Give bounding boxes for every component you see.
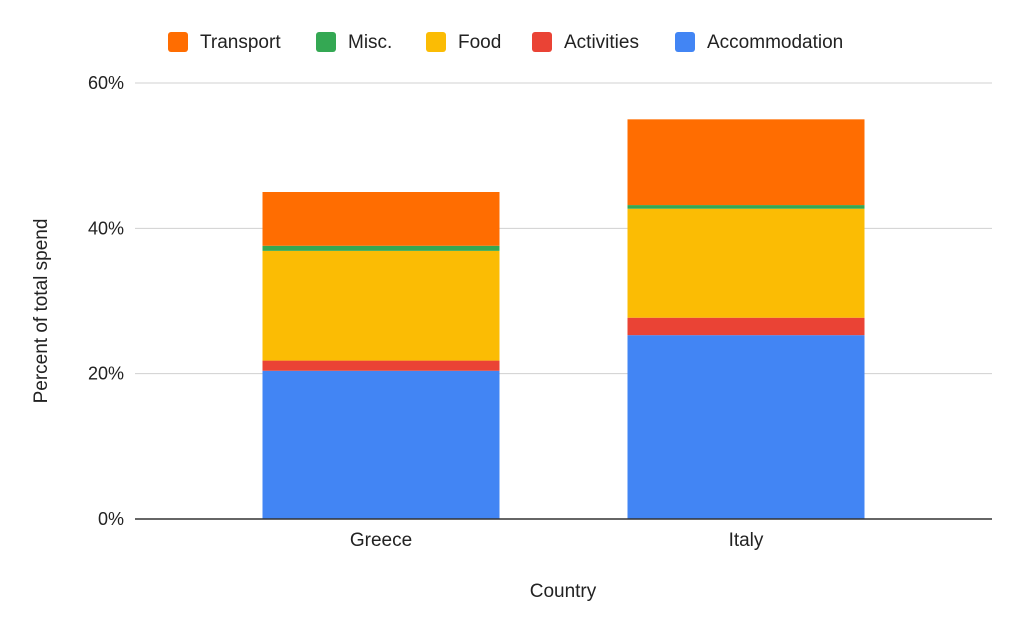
bar-italy-activities xyxy=(627,317,865,336)
legend-label: Transport xyxy=(200,32,281,53)
x-tick-label: Greece xyxy=(350,530,412,551)
bar-greece-misc xyxy=(262,245,500,251)
legend-label: Accommodation xyxy=(707,32,843,53)
bar-italy-accommodation xyxy=(627,335,865,519)
x-tick-label: Italy xyxy=(729,530,764,551)
legend-swatch xyxy=(168,32,188,52)
bar-greece-transport xyxy=(262,192,500,246)
legend-swatch xyxy=(675,32,695,52)
bar-greece-accommodation xyxy=(262,370,500,519)
bar-greece-activities xyxy=(262,360,500,371)
legend-swatch xyxy=(316,32,336,52)
legend-label: Activities xyxy=(564,32,639,53)
legend-label: Misc. xyxy=(348,32,392,53)
bar-greece-food xyxy=(262,250,500,361)
y-tick-label: 0% xyxy=(98,509,124,529)
bar-italy-misc xyxy=(627,205,865,209)
legend-label: Food xyxy=(458,32,501,53)
y-tick-label: 20% xyxy=(88,364,124,384)
x-axis-title: Country xyxy=(530,581,597,602)
y-tick-label: 40% xyxy=(88,218,124,238)
y-axis-title: Percent of total spend xyxy=(31,219,52,404)
bars: Greece Italy xyxy=(262,119,865,551)
bar-italy-transport xyxy=(627,119,865,206)
legend-swatch xyxy=(426,32,446,52)
y-tick-label: 60% xyxy=(88,73,124,93)
bar-italy-food xyxy=(627,208,865,318)
legend: Transport Misc. Food Activities Accommodatio… xyxy=(168,32,843,53)
legend-swatch xyxy=(532,32,552,52)
